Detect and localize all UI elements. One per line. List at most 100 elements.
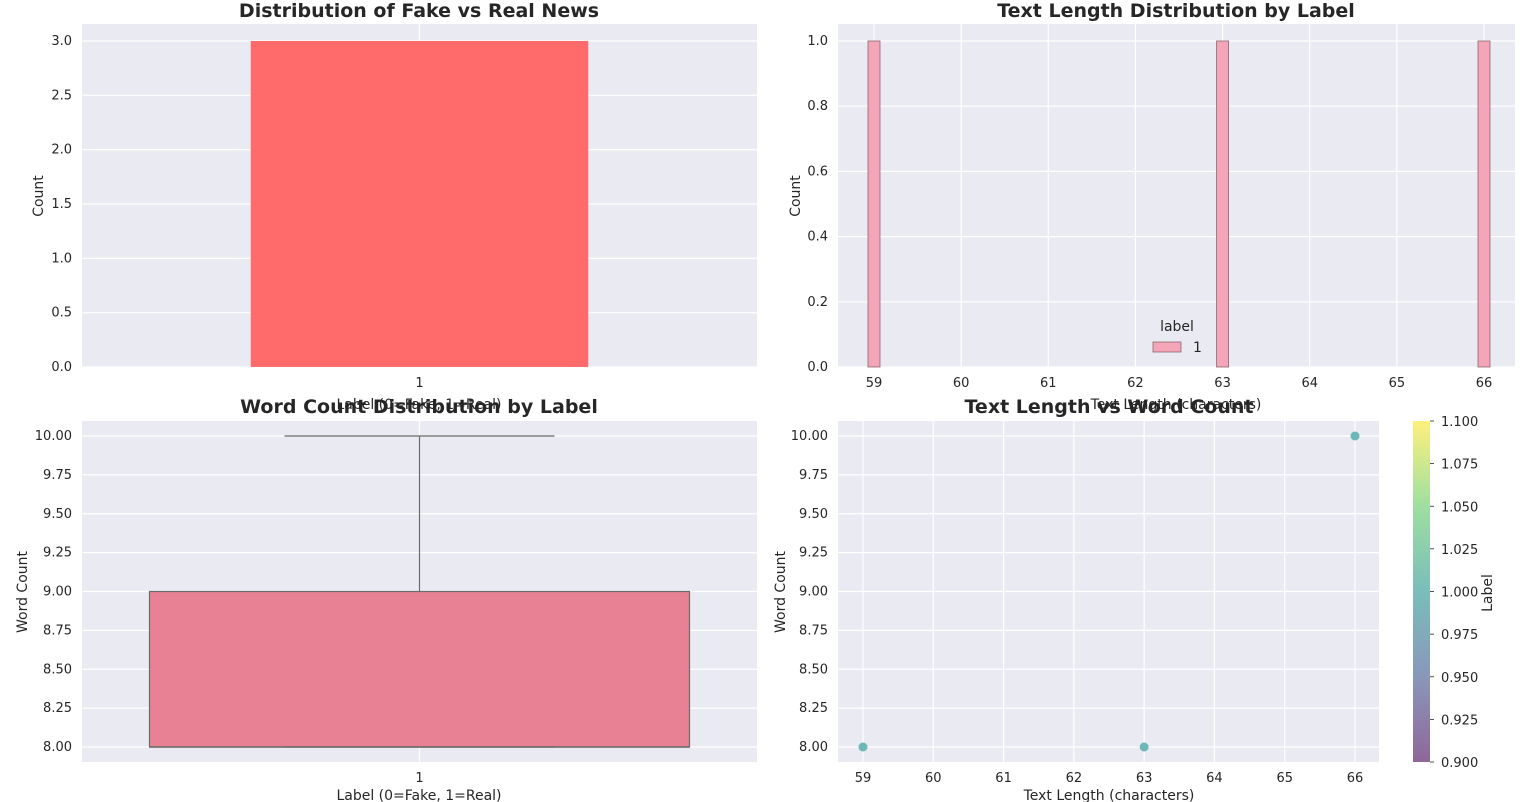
bar-chart: 0.0 0.5 1.0 1.5 2.0 2.5 3.0 1 Distribution of F… <box>31 0 757 413</box>
tick-label: 9.25 <box>799 546 828 561</box>
tick-labels: 8.00 8.25 8.50 8.75 9.00 9.25 9.50 9.75 10.00 59 6… <box>791 429 1363 786</box>
tick-label: 0.8 <box>807 99 828 114</box>
tick-label: 1.100 <box>1441 415 1478 430</box>
tick-label: 0.925 <box>1441 713 1478 728</box>
tick-label: 66 <box>1476 376 1493 391</box>
tick-label: 61 <box>1040 376 1057 391</box>
tick-label: 8.50 <box>43 662 72 677</box>
tick-label: 2.5 <box>51 88 72 103</box>
tick-labels: 0.0 0.2 0.4 0.6 0.8 1.0 59 60 61 62 63 64 65 66 <box>807 34 1492 391</box>
histogram-bars <box>867 40 1491 368</box>
tick-label: 9.75 <box>43 468 72 483</box>
tick-label: 9.00 <box>43 585 72 600</box>
tick-label: 62 <box>1066 771 1083 786</box>
x-axis-label: Label (0=Fake, 1=Real) <box>336 788 501 802</box>
tick-label: 1.075 <box>1441 458 1478 473</box>
tick-label: 10.00 <box>791 429 828 444</box>
tick-label: 8.25 <box>799 701 828 716</box>
bar <box>250 41 589 367</box>
tick-label: 10.00 <box>35 429 72 444</box>
tick-label: 60 <box>953 376 970 391</box>
colorbar-label: Label <box>1480 574 1496 612</box>
tick-label: 8.25 <box>43 701 72 716</box>
box-plot-chart: 8.00 8.25 8.50 8.75 9.00 9.25 9.50 9.75 10.00 1 W… <box>15 396 757 802</box>
tick-label: 65 <box>1389 376 1406 391</box>
tick-label: 0.0 <box>51 360 72 375</box>
tick-label: 63 <box>1136 771 1153 786</box>
tick-label: 1.025 <box>1441 543 1478 558</box>
tick-label: 8.00 <box>43 740 72 755</box>
x-axis-label: Text Length (characters) <box>1023 788 1195 802</box>
tick-label: 65 <box>1276 771 1293 786</box>
tick-labels: 0.0 0.5 1.0 1.5 2.0 2.5 3.0 1 <box>51 34 423 391</box>
histogram-bar <box>1216 40 1229 368</box>
colorbar-gradient <box>1413 421 1430 762</box>
scatter-point <box>858 742 868 752</box>
tick-label: 59 <box>855 771 872 786</box>
tick-label: 9.50 <box>799 507 828 522</box>
scatter-point <box>1350 431 1360 441</box>
y-axis-label: Word Count <box>15 550 31 633</box>
legend-swatch <box>1152 341 1182 353</box>
tick-label: 1.0 <box>51 251 72 266</box>
legend-title: label <box>1160 319 1194 335</box>
tick-label: 0.900 <box>1441 756 1478 771</box>
y-axis-label: Count <box>31 175 47 217</box>
x-axis-label: Label (0=Fake, 1=Real) <box>336 397 501 413</box>
tick-label: 66 <box>1347 771 1364 786</box>
colorbar: 0.900 0.925 0.950 0.975 1.000 1.025 1.050 1.075… <box>1413 415 1496 771</box>
tick-label: 64 <box>1301 376 1318 391</box>
colorbar-ticks: 0.900 0.925 0.950 0.975 1.000 1.025 1.050 1.075… <box>1430 415 1478 771</box>
tick-label: 1 <box>415 376 423 391</box>
tick-label: 3.0 <box>51 34 72 49</box>
scatter-point <box>1139 742 1149 752</box>
chart-title: Text Length vs Word Count <box>965 396 1254 418</box>
tick-label: 0.950 <box>1441 671 1478 686</box>
tick-label: 8.00 <box>799 740 828 755</box>
tick-label: 2.0 <box>51 143 72 158</box>
plot-area <box>838 24 1515 367</box>
bars <box>250 41 589 367</box>
tick-label: 63 <box>1214 376 1231 391</box>
tick-label: 1.050 <box>1441 500 1478 515</box>
tick-label: 9.75 <box>799 468 828 483</box>
box <box>148 590 691 748</box>
tick-label: 0.5 <box>51 306 72 321</box>
tick-label: 1.000 <box>1441 586 1478 601</box>
scatter-chart: 8.00 8.25 8.50 8.75 9.00 9.25 9.50 9.75 10.00 59 6… <box>773 396 1496 802</box>
tick-label: 9.50 <box>43 507 72 522</box>
histogram-bar <box>867 40 881 368</box>
tick-label: 59 <box>866 376 883 391</box>
tick-labels: 8.00 8.25 8.50 8.75 9.00 9.25 9.50 9.75 10.00 1 <box>35 429 424 786</box>
gridlines <box>838 421 1379 762</box>
chart-title: Distribution of Fake vs Real News <box>239 0 599 22</box>
x-axis-label: Text Length (characters) <box>1090 397 1262 413</box>
tick-label: 62 <box>1127 376 1144 391</box>
tick-label: 1 <box>415 771 423 786</box>
chart-title: Text Length Distribution by Label <box>997 0 1355 22</box>
tick-label: 1.5 <box>51 197 72 212</box>
histogram-bar <box>1477 40 1491 368</box>
tick-label: 9.00 <box>799 585 828 600</box>
y-axis-label: Word Count <box>773 550 789 633</box>
scatter-points <box>858 431 1360 752</box>
tick-label: 0.2 <box>807 295 828 310</box>
y-axis-label: Count <box>788 175 804 217</box>
chart-title: Word Count Distribution by Label <box>240 396 598 418</box>
box-plot <box>148 435 691 748</box>
tick-label: 8.75 <box>799 623 828 638</box>
tick-label: 0.4 <box>807 230 828 245</box>
legend: label 1 <box>1152 319 1202 356</box>
tick-label: 1.0 <box>807 34 828 49</box>
tick-label: 61 <box>995 771 1012 786</box>
legend-entry: 1 <box>1193 340 1202 356</box>
tick-label: 0.975 <box>1441 628 1478 643</box>
tick-label: 9.25 <box>43 546 72 561</box>
tick-label: 64 <box>1206 771 1223 786</box>
tick-label: 0.6 <box>807 164 828 179</box>
histogram-chart: 0.0 0.2 0.4 0.6 0.8 1.0 59 60 61 62 63 64 65 66 label… <box>788 0 1515 413</box>
tick-label: 8.75 <box>43 623 72 638</box>
tick-label: 8.50 <box>799 662 828 677</box>
tick-label: 0.0 <box>807 360 828 375</box>
